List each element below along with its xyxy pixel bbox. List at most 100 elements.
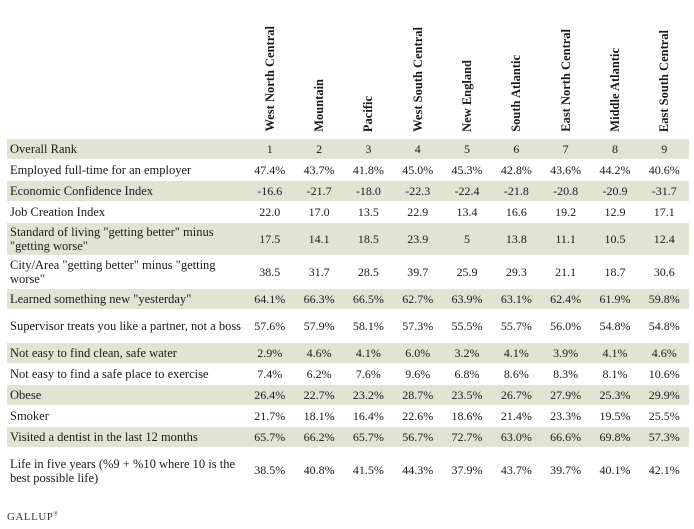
table-cell: -21.7 [306,183,332,198]
table-cell: 13.4 [456,204,478,219]
table-cell: 7.4% [257,366,283,381]
table-cell: 23.3% [550,408,582,423]
column-header-label: East North Central [558,29,573,132]
table-cell: 18.6% [451,408,483,423]
table-cell: 39.7% [550,463,582,478]
table-cell: 23.2% [352,387,384,402]
table-cell: 5 [464,231,471,246]
table-row: Smoker 21.7% 18.1% 16.4% 22.6% 18.6% 21.4% 23.3… [7,405,689,427]
table-row: Learned something new "yesterday" 64.1% 66… [7,288,689,310]
table-cell: 7 [562,141,569,156]
column-header-label: Middle Atlantic [607,48,622,132]
gallup-logo: GALLUP® [7,511,58,523]
table-cell: -21.8 [503,183,529,198]
column-header: Mountain [294,0,344,139]
table-cell: 4.1% [602,345,628,360]
table-cell: 43.6% [550,162,582,177]
registered-mark: ® [53,511,59,518]
table-cell: 54.8% [648,318,680,333]
table-cell: -20.8 [553,183,579,198]
table-cell: 9 [661,141,668,156]
table-cell: 1 [266,141,273,156]
column-header-label: Mountain [311,79,326,132]
table-cell: 28.5 [357,264,379,279]
row-label: Overall Rank [10,142,77,156]
table-cell: 19.5% [599,408,631,423]
table-cell: 41.8% [352,162,384,177]
table-cell: 27.9% [550,387,582,402]
table-cell: 62.7% [402,291,434,306]
table-row: Obese 26.4% 22.7% 23.2% 28.7% 23.5% 26.7% 27.9%… [7,384,689,406]
table-cell: 65.7% [352,429,384,444]
table-cell: 8.1% [602,366,628,381]
table-cell: 16.6 [505,204,527,219]
table-cell: 63.9% [451,291,483,306]
table-cell: 43.7% [303,162,335,177]
row-label: Supervisor treats you like a partner, no… [10,319,242,333]
table-cell: 4.1% [503,345,529,360]
column-header-label: South Atlantic [509,55,524,132]
table-cell: 12.4 [653,231,675,246]
row-label: Visited a dentist in the last 12 months [10,430,198,444]
table-cell: -31.7 [651,183,677,198]
table-cell: 57.9% [303,318,335,333]
table-cell: 14.1 [308,231,330,246]
table-row: Visited a dentist in the last 12 months 6… [7,426,689,448]
row-label: Economic Confidence Index [10,184,154,198]
table-cell: 3.2% [454,345,480,360]
table-cell: 25.9 [456,264,478,279]
table-cell: 29.9% [648,387,680,402]
table-cell: 5 [464,141,471,156]
table-cell: 19.2 [555,204,577,219]
row-label: Standard of living "getting better" minu… [10,225,214,253]
row-label: Learned something new "yesterday" [10,292,192,306]
table-cell: 4 [414,141,421,156]
table-cell: 66.2% [303,429,335,444]
table-cell: 43.7% [500,463,532,478]
table-cell: 22.9 [407,204,429,219]
table-cell: 17.1 [653,204,675,219]
table-row: Job Creation Index 22.0 17.0 13.5 22.9 13.4 16… [7,201,689,223]
table-cell: 2 [316,141,323,156]
table-cell: 38.5 [259,264,281,279]
table-cell: 2.9% [257,345,283,360]
table-cell: 57.3% [648,429,680,444]
table-cell: 10.6% [648,366,680,381]
table-cell: 55.7% [500,318,532,333]
table-cell: 31.7 [308,264,330,279]
table-cell: 42.8% [500,162,532,177]
row-label: City/Area "getting better" minus "gettin… [10,258,216,286]
table-cell: 3 [365,141,372,156]
column-header: Pacific [343,0,394,139]
table-cell: 13.8 [505,231,527,246]
column-header: South Atlantic [491,0,541,139]
table-cell: 40.6% [648,162,680,177]
column-header-label: New England [459,60,474,132]
table-cell: 18.5 [357,231,379,246]
table-cell: 21.1 [555,264,577,279]
table-cell: 22.6% [402,408,434,423]
table-cell: 40.1% [599,463,631,478]
column-header: New England [442,0,492,139]
table-cell: 56.7% [402,429,434,444]
table-cell: 6.8% [454,366,480,381]
table-row: Not easy to find clean, safe water 2.9% 4.… [7,342,689,364]
table-cell: 10.5 [604,231,626,246]
table-cell: -18.0 [355,183,381,198]
table-cell: 8.3% [553,366,579,381]
column-header-label: West South Central [410,27,425,132]
table-cell: 7.6% [355,366,381,381]
table-cell: 66.3% [303,291,335,306]
table-cell: 40.8% [303,463,335,478]
table-cell: 37.9% [451,463,483,478]
table-cell: -20.9 [602,183,628,198]
row-label: Not easy to find clean, safe water [10,346,177,360]
column-header-label: West North Central [262,26,277,132]
table-cell: 17.0 [308,204,330,219]
table-cell: 69.8% [599,429,631,444]
row-label: Job Creation Index [10,205,106,219]
table-cell: 44.2% [599,162,631,177]
table-cell: 29.3 [505,264,527,279]
table-cell: 23.9 [407,231,429,246]
row-label: Smoker [10,409,49,423]
